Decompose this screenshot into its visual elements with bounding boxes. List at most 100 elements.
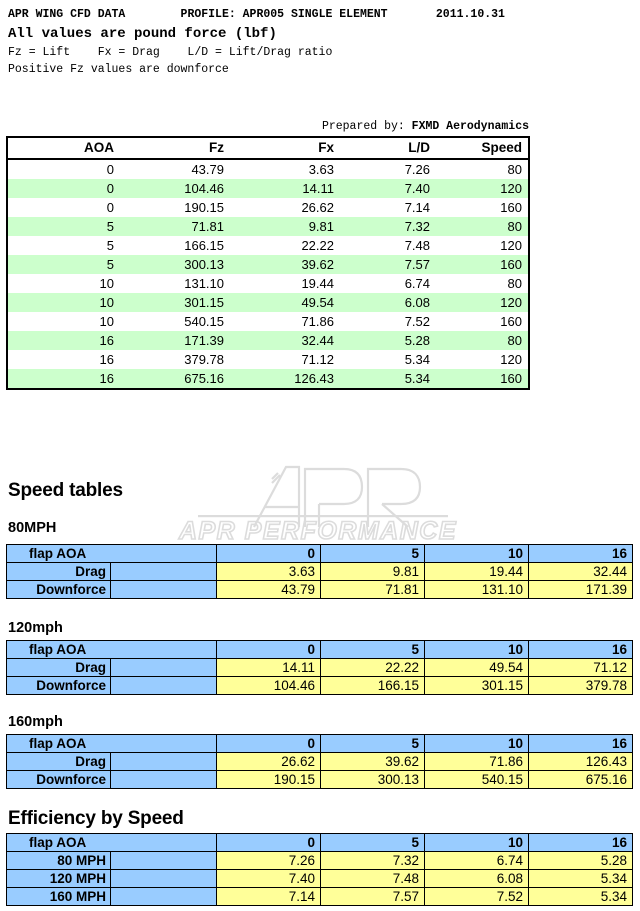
- cell-ld: 7.14: [404, 200, 430, 215]
- cell-fx: 71.12: [301, 352, 334, 367]
- cell-fz: 131.10: [184, 276, 224, 291]
- value-cell: 7.26: [216, 851, 321, 870]
- value-cell: 3.63: [216, 562, 321, 581]
- speed-table-120mph: flap AOA 0 5 10 16 Drag 14.11 22.22 49.54 71.12 Do…: [6, 640, 633, 695]
- flap-aoa-header-row: flap AOA 0 5 10 16: [6, 640, 633, 659]
- row-spacer-cell: [110, 869, 217, 888]
- cell-speed: 120: [500, 238, 522, 253]
- cell-fz: 190.15: [184, 200, 224, 215]
- cell-fz: 71.81: [120, 217, 230, 236]
- row-label: 120 MPH: [6, 869, 111, 888]
- value-cell: 300.13: [320, 770, 425, 789]
- cell-fz: 104.46: [120, 179, 230, 198]
- value-cell: 131.10: [424, 580, 529, 599]
- value-cell: 7.40: [216, 869, 321, 888]
- value-cell: 6.74: [424, 851, 529, 870]
- efficiency-heading: Efficiency by Speed: [8, 808, 184, 829]
- speed-table-80mph: flap AOA 0 5 10 16 Drag 3.63 9.81 19.44 32.44 Down…: [6, 544, 633, 599]
- aoa-header-value: 16: [528, 734, 633, 753]
- value-cell: 190.15: [216, 770, 321, 789]
- cell-fz: 540.15: [184, 314, 224, 329]
- value-cell: 166.15: [320, 676, 425, 695]
- flap-aoa-header-row: flap AOA 0 5 10 16: [6, 734, 633, 753]
- profile-label: PROFILE: APR005 SINGLE ELEMENT: [180, 8, 388, 21]
- cell-aoa: 16: [8, 331, 120, 350]
- cell-aoa: 10: [8, 293, 120, 312]
- value-cell: 301.15: [424, 676, 529, 695]
- value-cell: 7.57: [320, 887, 425, 906]
- cell-ld: 5.28: [340, 331, 436, 350]
- flap-aoa-header-row: flap AOA 0 5 10 16: [6, 833, 633, 852]
- row-label: Drag: [6, 562, 111, 581]
- cfd-table-body: 0 43.79 3.63 7.26 80 0 104.46 14.11 7.40 120 0 190.…: [8, 159, 528, 388]
- value-cell: 675.16: [528, 770, 633, 789]
- cell-ld: 7.32: [340, 217, 436, 236]
- value-cell: 7.52: [424, 887, 529, 906]
- table-row: 0 104.46 14.11 7.40 120: [8, 179, 528, 198]
- value-cell: 5.28: [528, 851, 633, 870]
- row-label: Downforce: [6, 580, 111, 599]
- value-cell: 7.32: [320, 851, 425, 870]
- value-cell: 71.81: [320, 580, 425, 599]
- table-row: Downforce 104.46 166.15 301.15 379.78: [6, 676, 633, 695]
- cfd-col-ld: L/D: [340, 138, 436, 160]
- aoa-header-value: 16: [528, 544, 633, 563]
- aoa-header-value: 0: [216, 734, 321, 753]
- header-spacer-2: [388, 8, 436, 21]
- cell-ld: 7.57: [340, 255, 436, 274]
- row-spacer-cell: [110, 887, 217, 906]
- table-row: 5 300.13 39.62 7.57 160: [8, 255, 528, 274]
- subtitle-80mph: 80MPH: [8, 520, 57, 536]
- table-row: 5 71.81 9.81 7.32 80: [8, 217, 528, 236]
- row-label: 160 MPH: [6, 887, 111, 906]
- value-cell: 171.39: [528, 580, 633, 599]
- value-cell: 22.22: [320, 658, 425, 677]
- value-cell: 43.79: [216, 580, 321, 599]
- cell-fx: 126.43: [230, 369, 340, 388]
- cfd-col-fx: Fx: [230, 138, 340, 160]
- cell-aoa: 5: [106, 238, 114, 253]
- cell-fz: 301.15: [120, 293, 230, 312]
- table-row: 5 166.15 22.22 7.48 120: [8, 236, 528, 255]
- cell-speed: 160: [500, 314, 522, 329]
- header-spacer-1: [125, 8, 180, 21]
- aoa-header-value: 0: [216, 833, 321, 852]
- cell-fz: 43.79: [191, 162, 224, 177]
- document-title: APR WING CFD DATA: [8, 8, 126, 21]
- speed-table-160mph: flap AOA 0 5 10 16 Drag 26.62 39.62 71.86 126.43 D…: [6, 734, 633, 789]
- header-top-line: APR WING CFD DATA PROFILE: APR005 SINGLE…: [8, 6, 632, 24]
- cell-fx: 19.44: [301, 276, 334, 291]
- cell-speed: 120: [436, 293, 528, 312]
- subtitle-120mph: 120mph: [8, 620, 63, 636]
- watermark-tagline: APR PERFORMANCE: [178, 517, 457, 545]
- document-date: 2011.10.31: [435, 8, 505, 21]
- cell-aoa: 5: [8, 255, 120, 274]
- cell-speed: 80: [436, 331, 528, 350]
- cell-speed: 160: [436, 255, 528, 274]
- row-label: Downforce: [6, 676, 111, 695]
- aoa-header-value: 16: [528, 833, 633, 852]
- apr-performance-watermark: APR PERFORMANCE: [168, 455, 468, 547]
- cell-fx: 32.44: [230, 331, 340, 350]
- row-spacer-cell: [110, 658, 217, 677]
- speed-tables-heading: Speed tables: [8, 480, 123, 501]
- cell-fz: 166.15: [184, 238, 224, 253]
- flap-aoa-header-row: flap AOA 0 5 10 16: [6, 544, 633, 563]
- aoa-header-value: 0: [216, 544, 321, 563]
- cell-ld: 6.74: [404, 276, 430, 291]
- cell-fx: 9.81: [230, 217, 340, 236]
- cell-aoa: 5: [8, 217, 120, 236]
- cell-ld: 5.34: [404, 352, 430, 367]
- value-cell: 39.62: [320, 752, 425, 771]
- flap-aoa-label: flap AOA: [6, 544, 217, 563]
- table-row: 0 43.79 3.63 7.26 80: [8, 159, 528, 179]
- value-cell: 14.11: [216, 658, 321, 677]
- cell-fx: 14.11: [230, 179, 340, 198]
- cell-ld: 7.48: [404, 238, 430, 253]
- aoa-header-value: 10: [424, 544, 529, 563]
- cell-ld: 7.40: [340, 179, 436, 198]
- value-cell: 71.12: [528, 658, 633, 677]
- cell-fz: 171.39: [120, 331, 230, 350]
- document-header: APR WING CFD DATA PROFILE: APR005 SINGLE…: [8, 6, 632, 78]
- flap-aoa-label: flap AOA: [6, 734, 217, 753]
